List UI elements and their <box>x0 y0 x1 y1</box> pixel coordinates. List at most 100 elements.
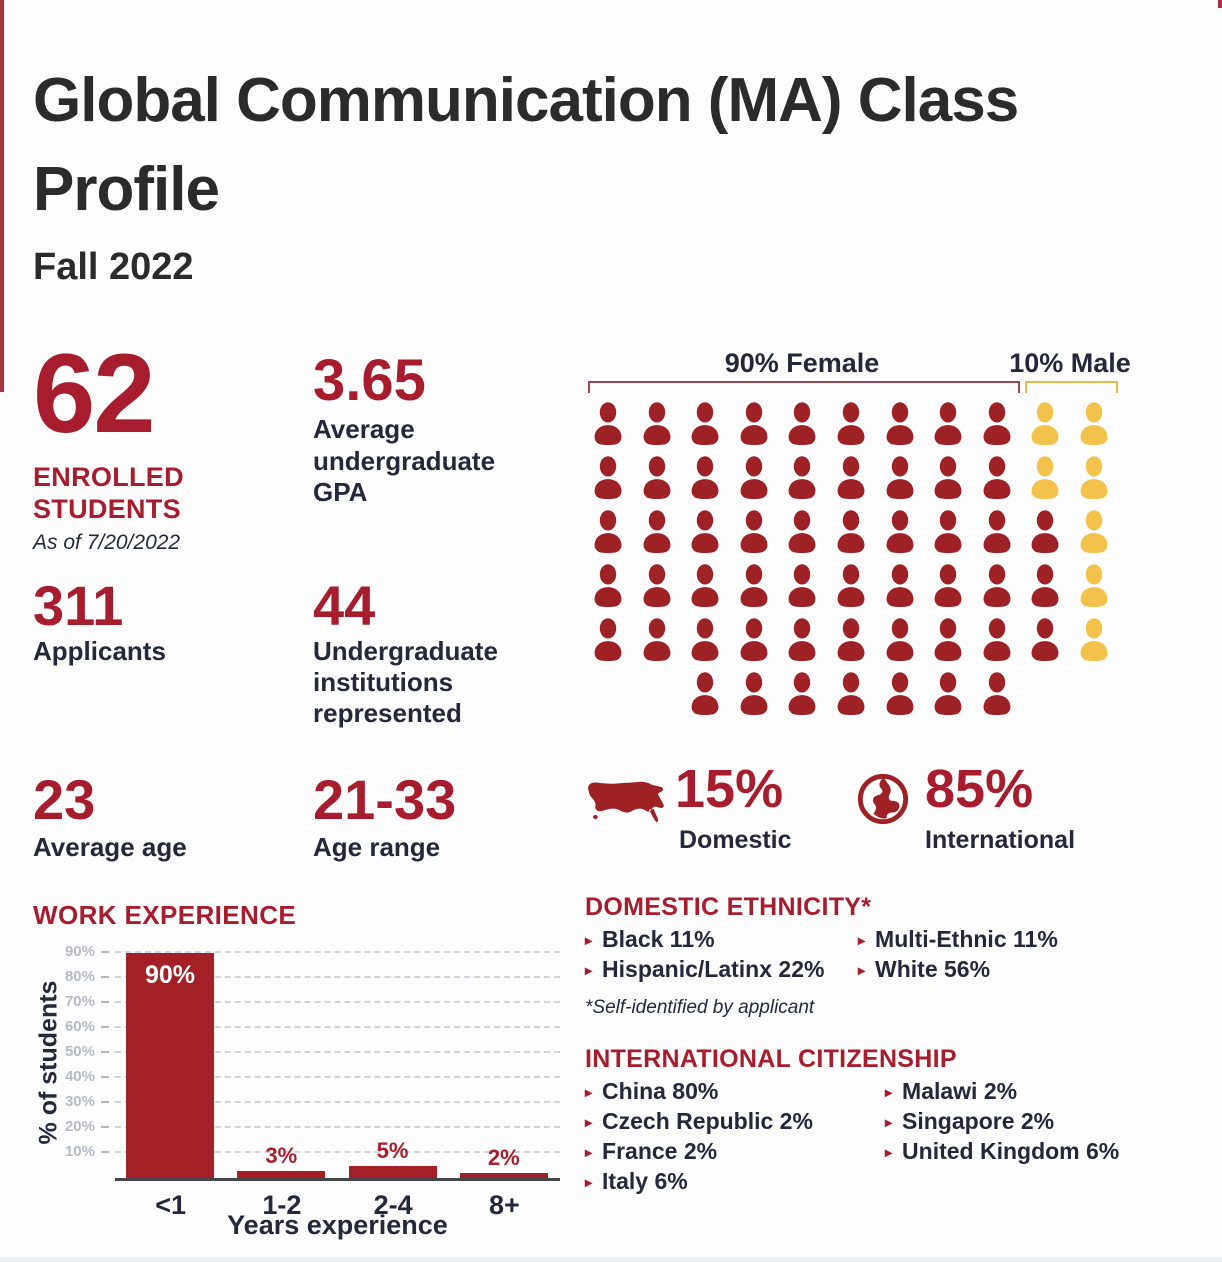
y-tick-label: 90% <box>64 943 95 960</box>
y-tick-label: 30% <box>64 1093 95 1110</box>
pictogram-row <box>588 564 1128 607</box>
bullet-text: White 56% <box>875 956 991 982</box>
gpa-label: Average undergraduate GPA <box>313 414 496 508</box>
bar-value-label: 3% <box>265 1142 298 1168</box>
bullet-item: ▸ Malawi 2% <box>885 1078 1017 1105</box>
y-tick-label: 80% <box>64 968 95 985</box>
enrolled-asof-note: As of 7/20/2022 <box>33 531 181 554</box>
international-percent: 85% <box>925 759 1034 819</box>
enrolled-label: ENROLLED STUDENTS <box>33 462 184 524</box>
age-range-value: 21-33 <box>313 768 457 831</box>
bullet-text: Black 11% <box>602 926 715 952</box>
age-range-label: Age range <box>313 832 441 862</box>
bullet-item: ▸ China 80% <box>585 1078 718 1105</box>
male-person-icon <box>1031 456 1059 499</box>
female-person-icon <box>983 564 1011 607</box>
female-person-icon <box>691 510 719 553</box>
enrolled-count: 62 <box>33 331 156 456</box>
bullet-arrow-icon: ▸ <box>585 962 593 978</box>
x-tick-label: <1 <box>155 1190 187 1220</box>
bullet-item: ▸ White 56% <box>858 956 990 983</box>
female-percent-label: 90% Female <box>724 348 880 378</box>
bullet-text: France 2% <box>602 1138 718 1164</box>
gridline: 70% <box>65 993 560 1010</box>
left-accent-line <box>0 0 4 392</box>
female-person-icon <box>934 456 962 499</box>
female-person-icon <box>837 402 865 445</box>
female-person-icon <box>1031 564 1059 607</box>
x-tick-label: 1-2 <box>262 1190 302 1220</box>
female-person-icon <box>788 510 816 553</box>
bullet-text: Multi-Ethnic 11% <box>875 926 1058 952</box>
gridline: 90% <box>65 943 560 960</box>
y-tick-label: 10% <box>64 1143 95 1160</box>
bullet-arrow-icon: ▸ <box>885 1144 893 1160</box>
bar-1-2: 3% <box>237 1143 326 1178</box>
bullet-item: ▸ Black 11% <box>585 926 715 953</box>
bullet-arrow-icon: ▸ <box>585 1084 593 1100</box>
female-person-icon <box>594 456 622 499</box>
female-person-icon <box>643 402 671 445</box>
pictogram-row <box>588 510 1128 553</box>
pictogram-row <box>588 618 1128 661</box>
gpa-value: 3.65 <box>313 348 426 413</box>
bullet-item: ▸ Multi-Ethnic 11% <box>858 926 1058 953</box>
female-person-icon <box>691 618 719 661</box>
male-percent-label: 10% Male <box>1009 348 1131 378</box>
international-citizenship-heading: INTERNATIONAL CITIZENSHIP <box>585 1045 957 1073</box>
female-person-icon <box>983 672 1011 715</box>
male-person-icon <box>1080 564 1108 607</box>
gridline: 20% <box>65 1118 560 1135</box>
term-subtitle: Fall 2022 <box>33 246 194 288</box>
gridline: 80% <box>65 968 560 985</box>
female-person-icon <box>837 510 865 553</box>
female-person-icon <box>594 510 622 553</box>
female-person-icon <box>886 456 913 499</box>
x-tick-label: 8+ <box>488 1190 520 1220</box>
bar-value-label: 90% <box>144 961 196 989</box>
female-person-icon <box>837 564 865 607</box>
bar-value-label: 2% <box>487 1145 520 1170</box>
female-person-icon <box>886 402 913 445</box>
bullet-item: ▸ United Kingdom 6% <box>885 1138 1119 1165</box>
female-person-icon <box>691 402 719 445</box>
bullet-arrow-icon: ▸ <box>585 1114 593 1130</box>
y-tick-label: 50% <box>64 1043 95 1060</box>
male-person-icon <box>1080 402 1108 445</box>
female-person-icon <box>934 618 962 661</box>
female-person-icon <box>886 618 913 661</box>
bullet-arrow-icon: ▸ <box>885 1084 893 1100</box>
pictogram-row <box>588 672 1128 715</box>
pictogram-row <box>588 456 1128 499</box>
domestic-label: Domestic <box>679 826 792 854</box>
gridline: 40% <box>65 1068 560 1085</box>
female-person-icon <box>643 510 671 553</box>
y-tick-label: 40% <box>64 1068 95 1085</box>
female-person-icon <box>983 618 1011 661</box>
female-person-icon <box>886 564 913 607</box>
female-person-icon <box>886 672 913 715</box>
bullet-text: Czech Republic 2% <box>602 1108 813 1134</box>
female-person-icon <box>691 456 719 499</box>
globe-icon <box>857 773 909 825</box>
female-person-icon <box>788 618 816 661</box>
female-person-icon <box>740 672 768 715</box>
female-person-icon <box>740 510 768 553</box>
female-person-icon <box>740 618 768 661</box>
female-person-icon <box>886 510 913 553</box>
female-bracket <box>588 381 1020 393</box>
female-person-icon <box>594 618 622 661</box>
bullet-arrow-icon: ▸ <box>585 932 593 948</box>
average-age-label: Average age <box>33 832 187 862</box>
bar-8+: 2% <box>459 1145 548 1178</box>
female-person-icon <box>643 456 671 499</box>
applicants-label: Applicants <box>33 636 166 666</box>
institutions-label: Undergraduate institutions represented <box>313 636 498 729</box>
female-person-icon <box>934 672 962 715</box>
female-person-icon <box>983 456 1011 499</box>
female-person-icon <box>837 456 865 499</box>
bullet-arrow-icon: ▸ <box>858 932 866 948</box>
bullet-text: Italy 6% <box>602 1168 688 1194</box>
bullet-text: China 80% <box>602 1078 719 1104</box>
male-person-icon <box>1080 510 1108 553</box>
